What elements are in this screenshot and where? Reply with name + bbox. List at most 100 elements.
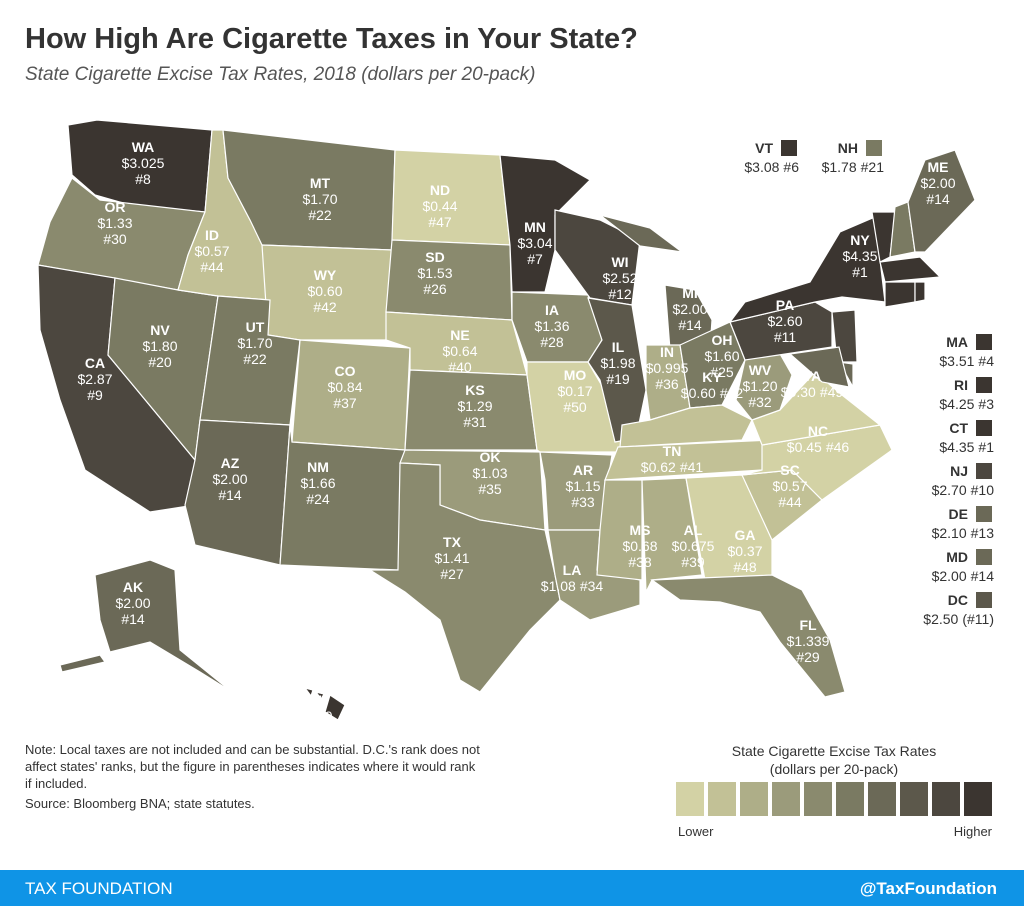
state-abbr: CT bbox=[949, 420, 968, 436]
footer-right: @TaxFoundation bbox=[860, 879, 997, 898]
state-swatch bbox=[976, 463, 992, 479]
state-abbr: NC bbox=[808, 423, 828, 439]
state-shape bbox=[314, 691, 325, 701]
state-rank: #44 bbox=[778, 494, 802, 510]
legend-swatch bbox=[900, 782, 928, 816]
state-abbr: SC bbox=[780, 462, 799, 478]
legend-title: (dollars per 20-pack) bbox=[770, 761, 898, 777]
state-rank: #26 bbox=[423, 281, 447, 297]
state-rank: #25 bbox=[710, 364, 734, 380]
state-tax: $3.51 bbox=[939, 353, 974, 369]
labels: WA$3.025#8 OR$1.33#30 CA$2.87#9 NV$1.80#20 I… bbox=[77, 139, 994, 740]
legend-swatch bbox=[932, 782, 960, 816]
state-tax: $2.87 bbox=[77, 371, 112, 387]
state-tax: $0.675 bbox=[672, 538, 715, 554]
state-values: $3.08 #6 bbox=[744, 159, 799, 175]
footer-left: TAX FOUNDATION bbox=[25, 879, 173, 898]
state-rank: #13 bbox=[971, 525, 995, 541]
state-abbr: MT bbox=[310, 175, 331, 191]
state-rank: #42 bbox=[720, 385, 744, 401]
state-abbr: HI bbox=[308, 692, 322, 708]
legend-high: Higher bbox=[954, 824, 993, 839]
state-rank: #44 bbox=[200, 259, 224, 275]
source: Source: Bloomberg BNA; state statutes. bbox=[25, 796, 255, 811]
state-abbr: WA bbox=[132, 139, 155, 155]
state-rank: #41 bbox=[680, 459, 704, 475]
state-shape bbox=[596, 479, 643, 581]
state-tax: $3.20 bbox=[297, 708, 332, 724]
state-tax: $1.70 bbox=[237, 335, 272, 351]
state-abbr: LA bbox=[563, 562, 582, 578]
legend-low: Lower bbox=[678, 824, 714, 839]
state-rank: #14 bbox=[121, 611, 145, 627]
state-rank: #14 bbox=[678, 317, 702, 333]
state-tax: $0.17 bbox=[557, 383, 592, 399]
state-tax: $0.30 bbox=[781, 384, 816, 400]
state-abbr: UT bbox=[246, 319, 265, 335]
state-tax: $2.70 bbox=[932, 482, 967, 498]
state-abbr: FL bbox=[799, 617, 817, 633]
state-rank: #46 bbox=[826, 439, 850, 455]
state-rank: #5 bbox=[307, 724, 323, 740]
state-rank: #3 bbox=[978, 396, 994, 412]
state-abbr: OH bbox=[712, 332, 733, 348]
state-values: $2.00 #14 bbox=[932, 568, 995, 584]
state-values: $4.35 #1 bbox=[939, 439, 994, 455]
state-swatch bbox=[976, 592, 992, 608]
state-abbr: ID bbox=[205, 227, 219, 243]
state-abbr: MN bbox=[524, 219, 546, 235]
state-tax: $4.25 bbox=[939, 396, 974, 412]
title: How High Are Cigarette Taxes in Your Sta… bbox=[25, 23, 638, 55]
state-shape bbox=[884, 281, 916, 308]
state-abbr: AR bbox=[573, 462, 593, 478]
legend-swatch bbox=[772, 782, 800, 816]
state-tax: $1.33 bbox=[97, 215, 132, 231]
state-abbr: NE bbox=[450, 327, 469, 343]
state-abbr: TN bbox=[663, 443, 682, 459]
state-rank: #33 bbox=[571, 494, 595, 510]
state-tax: $2.10 bbox=[932, 525, 967, 541]
note-line: affect states' ranks, but the figure in … bbox=[25, 759, 476, 774]
state-rank: #8 bbox=[135, 171, 151, 187]
state-rank: #37 bbox=[333, 395, 357, 411]
state-rank: #14 bbox=[971, 568, 995, 584]
state-rank: #40 bbox=[448, 359, 472, 375]
legend-swatch bbox=[740, 782, 768, 816]
state-rank: #12 bbox=[608, 286, 632, 302]
state-values: $0.60 #42 bbox=[681, 385, 744, 401]
state-rank: #11 bbox=[774, 329, 797, 345]
state-abbr: AL bbox=[684, 522, 703, 538]
state-rank: #47 bbox=[428, 214, 452, 230]
state-rank: #20 bbox=[148, 354, 172, 370]
state-shape bbox=[741, 424, 893, 501]
state-tax: $1.41 bbox=[434, 550, 469, 566]
state-abbr: RI bbox=[954, 377, 968, 393]
state-tax: $1.03 bbox=[472, 465, 507, 481]
state-values: $3.51 #4 bbox=[939, 353, 994, 369]
state-tax: $2.60 bbox=[767, 313, 802, 329]
state-rank: #38 bbox=[628, 554, 652, 570]
state-shape bbox=[914, 281, 926, 303]
state-tax: $2.00 bbox=[920, 175, 955, 191]
state-shape bbox=[59, 654, 107, 673]
legend-title: State Cigarette Excise Tax Rates bbox=[732, 743, 936, 759]
state-rank: #21 bbox=[861, 159, 885, 175]
state-abbr: SD bbox=[425, 249, 444, 265]
state-abbr: IL bbox=[612, 339, 625, 355]
state-values: $2.70 #10 bbox=[932, 482, 995, 498]
state-tax: $3.025 bbox=[122, 155, 165, 171]
state-tax: $4.35 bbox=[939, 439, 974, 455]
note-line: if included. bbox=[25, 776, 87, 791]
state-rank: (#11) bbox=[962, 611, 994, 627]
state-tax: $1.98 bbox=[600, 355, 635, 371]
state-abbr: OK bbox=[480, 449, 501, 465]
state-rank: #39 bbox=[681, 554, 705, 570]
legend-swatch bbox=[708, 782, 736, 816]
state-abbr: DC bbox=[948, 592, 968, 608]
legend-swatch bbox=[804, 782, 832, 816]
legend-swatch bbox=[676, 782, 704, 816]
state-rank: #6 bbox=[783, 159, 799, 175]
state-shape bbox=[788, 346, 850, 388]
state-shape bbox=[879, 256, 942, 283]
